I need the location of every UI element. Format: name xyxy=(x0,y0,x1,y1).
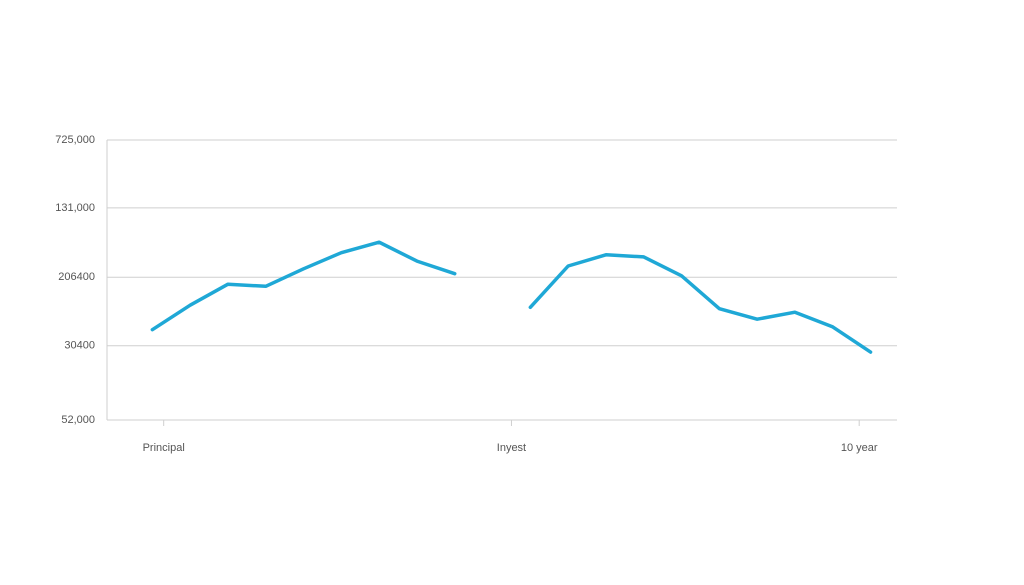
y-tick-label: 30400 xyxy=(64,340,95,352)
y-tick-label: 725,000 xyxy=(55,134,95,146)
y-tick-label: 131,000 xyxy=(55,202,95,214)
x-tick-label: 10 year xyxy=(841,442,878,454)
x-tick-label: Principal xyxy=(143,442,185,454)
x-tick-label: Inyest xyxy=(497,442,526,454)
y-tick-label: 52,000 xyxy=(61,414,95,426)
y-tick-label: 206400 xyxy=(58,271,95,283)
data-line xyxy=(150,240,873,354)
